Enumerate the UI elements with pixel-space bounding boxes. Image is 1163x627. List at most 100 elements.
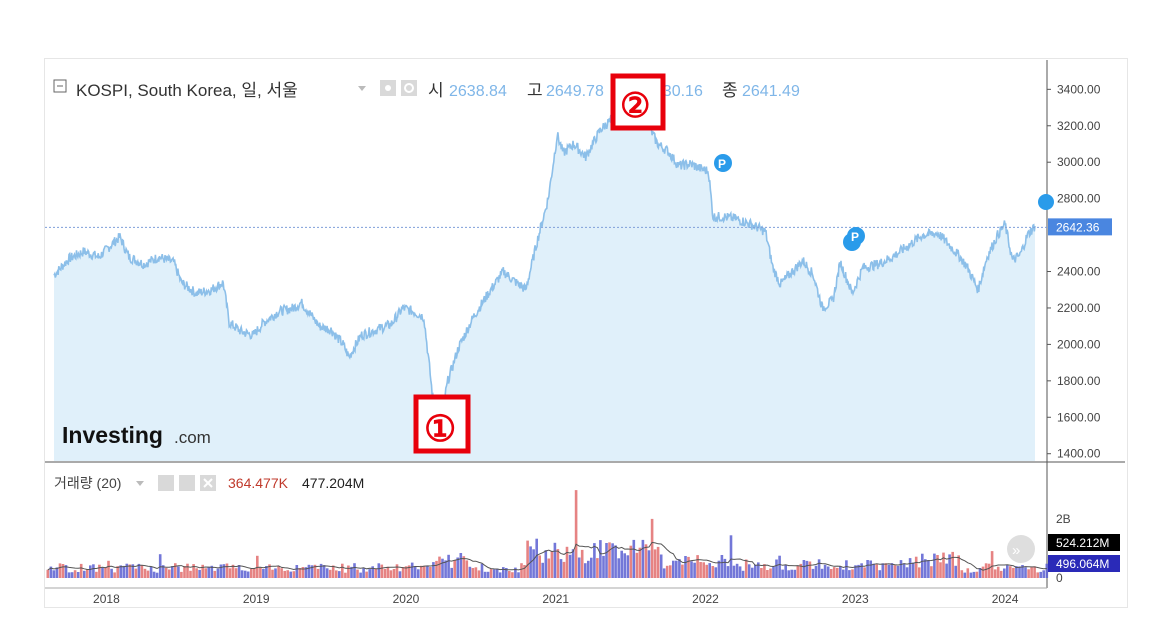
volume-bar	[708, 563, 711, 578]
volume-bar	[417, 569, 420, 578]
volume-bar	[289, 571, 292, 578]
volume-bar	[577, 557, 581, 578]
volume-bar	[720, 555, 724, 578]
volume-bar	[975, 571, 979, 578]
volume-bar	[665, 565, 669, 578]
volume-bar	[125, 563, 129, 578]
volume-bar	[1003, 568, 1006, 578]
volume-bar	[751, 567, 754, 578]
volume-bar	[832, 567, 836, 578]
event-marker-1[interactable]: P	[714, 154, 732, 172]
volume-bar	[128, 564, 132, 578]
volume-title: 거래량 (20)	[54, 475, 121, 491]
volume-bar	[295, 565, 299, 578]
volume-gear-icon[interactable]	[179, 475, 195, 491]
volume-bar	[1036, 572, 1039, 578]
volume-bar	[171, 566, 174, 578]
volume-bar	[848, 570, 851, 578]
volume-header: 거래량 (20) 364.477K 477.204M	[54, 475, 364, 491]
volume-bar	[726, 566, 730, 578]
volume-bar	[331, 565, 335, 578]
volume-bar	[538, 555, 541, 578]
volume-bar	[884, 563, 888, 578]
volume-bar	[990, 551, 994, 578]
volume-bar	[113, 572, 116, 578]
volume-dropdown-icon[interactable]	[136, 481, 144, 486]
volume-bar	[1042, 570, 1045, 578]
volume-bar	[599, 540, 602, 578]
volume-bar	[872, 563, 875, 578]
volume-bar	[921, 553, 924, 578]
volume-bar	[180, 571, 183, 578]
volume-bar	[174, 563, 177, 578]
volume-bar	[298, 568, 302, 578]
volume-bar	[429, 567, 432, 578]
open-value: 2638.84	[449, 83, 507, 100]
volume-bar	[49, 566, 53, 578]
volume-bar	[380, 564, 384, 578]
volume-bar	[805, 560, 809, 578]
volume-bar	[225, 563, 229, 578]
volume-bar	[328, 569, 332, 578]
collapse-icon[interactable]	[53, 79, 67, 93]
event-marker-2[interactable]: P	[843, 227, 865, 251]
svg-text:2642.36: 2642.36	[1056, 220, 1100, 234]
volume-eye-icon[interactable]	[158, 475, 174, 491]
volume-bar	[614, 545, 617, 578]
volume-bar	[814, 565, 818, 578]
event-marker-3[interactable]	[1038, 194, 1054, 210]
volume-bar	[322, 565, 326, 578]
volume-bar	[623, 553, 626, 578]
volume-bar	[480, 563, 484, 578]
volume-bar	[641, 539, 645, 578]
volume-bar	[365, 571, 368, 578]
svg-text:524.212M: 524.212M	[1056, 536, 1109, 550]
volume-bars	[46, 490, 1049, 578]
volume-bar	[122, 565, 125, 578]
volume-value-2: 477.204M	[302, 475, 364, 491]
volume-bar	[999, 570, 1003, 578]
volume-bar	[574, 490, 578, 578]
volume-bar	[945, 563, 948, 578]
volume-bar	[565, 546, 569, 578]
svg-text:496.064M: 496.064M	[1056, 557, 1109, 571]
volume-bar	[747, 564, 751, 578]
price-tick-label: 2400.00	[1057, 265, 1101, 279]
time-tick-label: 2018	[93, 592, 120, 606]
volume-bar	[723, 558, 727, 578]
volume-bar	[817, 559, 821, 578]
volume-bar	[960, 570, 964, 578]
price-tick-label: 3000.00	[1057, 155, 1101, 169]
volume-bar	[447, 554, 450, 578]
price-tick-label: 2000.00	[1057, 337, 1101, 351]
volume-bar	[325, 568, 329, 578]
title-dropdown-icon[interactable]	[358, 86, 366, 91]
volume-bar	[547, 558, 551, 578]
volume-bar	[699, 562, 702, 578]
volume-bar	[520, 563, 523, 578]
volume-bar	[404, 566, 408, 578]
volume-bar	[310, 565, 314, 578]
volume-bar	[371, 566, 374, 578]
volume-bar	[681, 564, 684, 578]
volume-bar	[617, 558, 620, 578]
scroll-right-button[interactable]: »	[1007, 535, 1035, 563]
volume-bar	[626, 555, 630, 578]
volume-bar	[489, 569, 493, 578]
gear-icon[interactable]	[401, 80, 417, 96]
volume-bar	[401, 567, 405, 578]
volume-bar	[304, 567, 308, 578]
volume-bar	[116, 566, 119, 578]
volume-bar	[341, 563, 344, 578]
volume-bar	[453, 560, 456, 578]
volume-bar	[46, 569, 50, 578]
volume-bar	[413, 566, 417, 578]
volume-bar	[1015, 566, 1018, 578]
volume-bar	[887, 564, 891, 578]
volume-bar	[553, 542, 557, 578]
svg-text:시: 시	[428, 81, 444, 100]
volume-bar	[73, 570, 77, 578]
volume-bar	[951, 551, 954, 578]
volume-bar	[283, 570, 286, 578]
